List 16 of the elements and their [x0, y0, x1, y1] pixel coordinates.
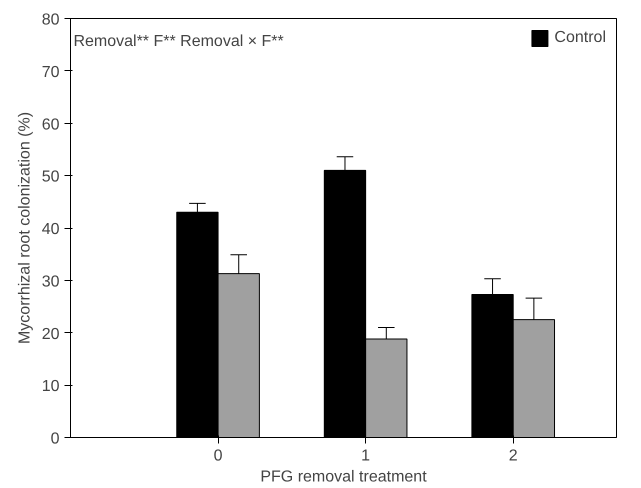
x-tick-label: 1 [361, 448, 370, 464]
x-axis-title: PFG removal treatment [260, 468, 428, 486]
y-tick-label: 0 [50, 430, 60, 448]
legend-label: Control [554, 29, 606, 47]
x-tick-label: 0 [214, 448, 223, 464]
y-tick-label: 80 [42, 12, 60, 28]
y-tick-label: 30 [42, 273, 60, 290]
y-axis-title: Mycorrhizal root colonization (%) [16, 112, 34, 344]
y-tick-label: 50 [42, 168, 60, 186]
annotation: Removal** F** Removal × F** [73, 32, 284, 50]
y-tick-label: 70 [42, 64, 60, 81]
x-tick-label: 2 [508, 448, 518, 464]
y-tick-label: 40 [42, 221, 60, 238]
y-tick-label: 10 [42, 378, 60, 396]
y-tick-label: 60 [42, 116, 60, 134]
y-tick-label: 20 [42, 326, 60, 343]
